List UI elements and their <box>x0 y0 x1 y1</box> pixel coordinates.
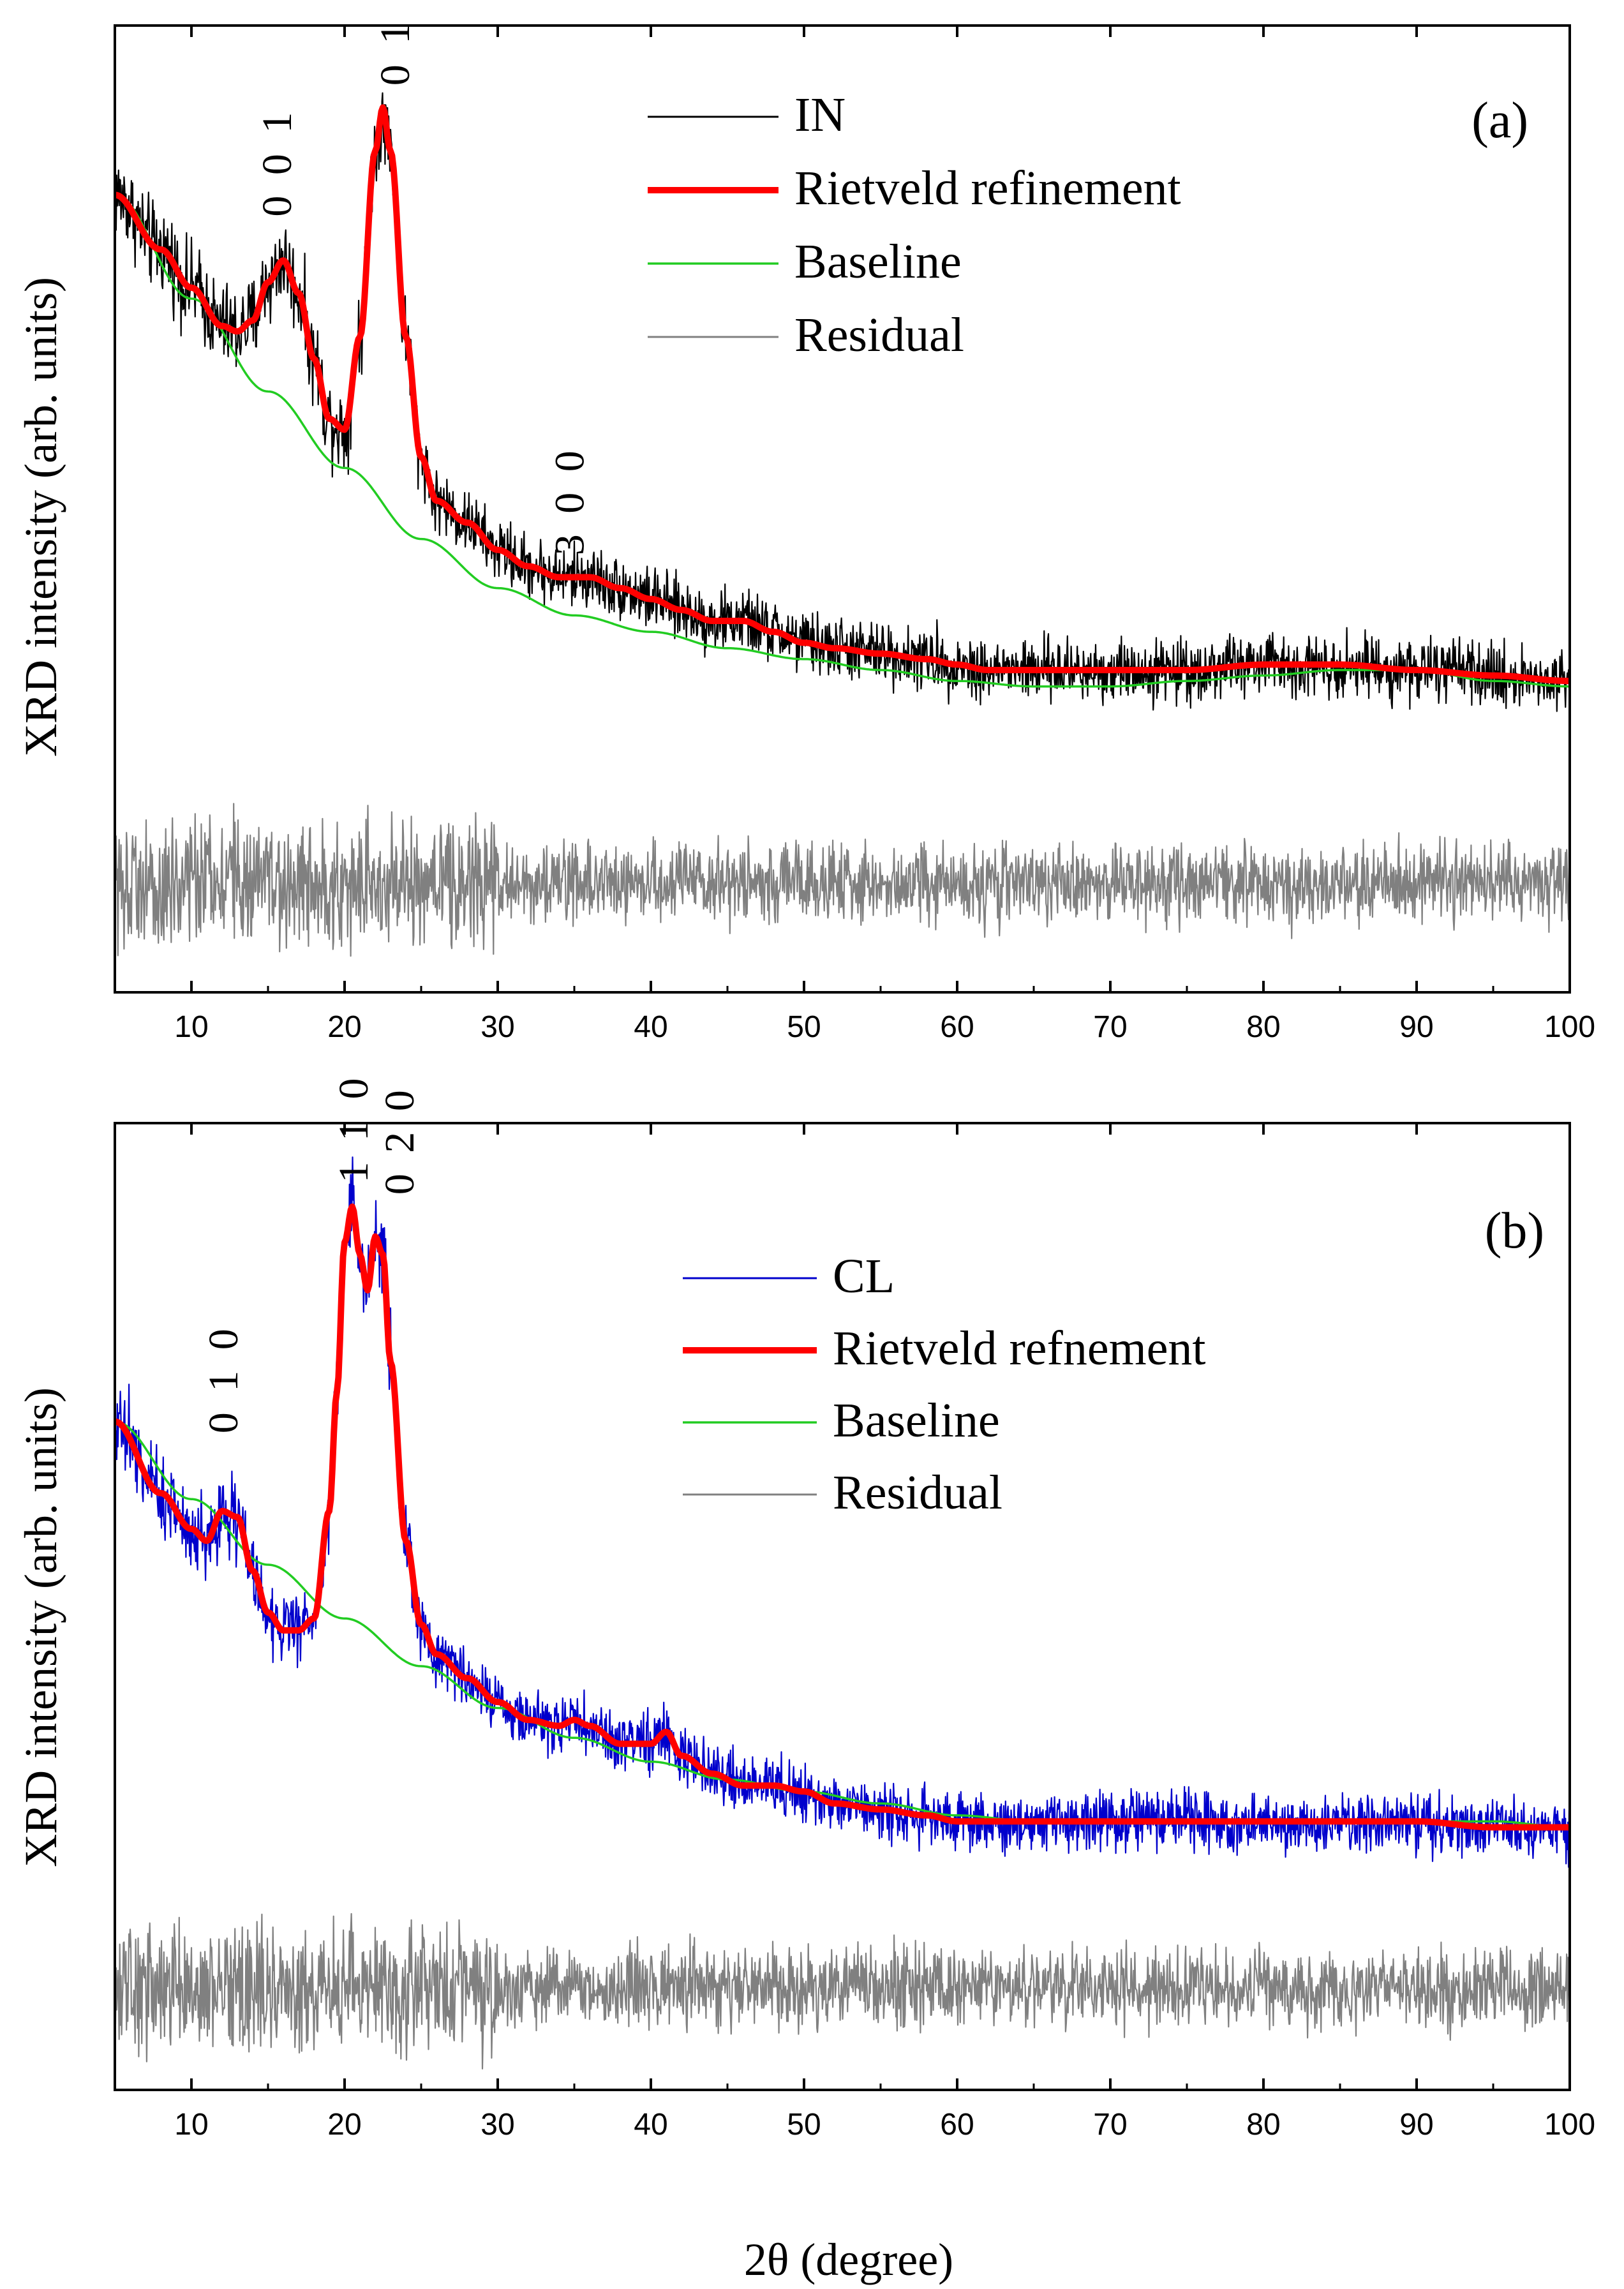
plot-frame <box>114 1122 1571 2091</box>
x-tick-label: 60 <box>940 1010 974 1044</box>
series-line-residual <box>115 1912 1570 2069</box>
x-tick-label: 90 <box>1399 2108 1433 2142</box>
x-tick-label: 30 <box>480 2108 514 2142</box>
x-tick-label: 10 <box>174 2108 208 2142</box>
x-tick-label: 20 <box>327 2108 361 2142</box>
legend: CL Rietveld refnement Baseline Residual <box>683 1249 1206 1519</box>
series-line-rietveld-refinement <box>115 104 1570 685</box>
panel-label: (b) <box>1485 1203 1544 1259</box>
x-tick-label: 10 <box>174 1010 208 1044</box>
legend: IN Rietveld refinement Baseline Residual <box>648 88 1181 362</box>
x-tick-label: 50 <box>787 2108 821 2142</box>
legend-label: Residual <box>833 1466 1002 1519</box>
x-tick-label: 60 <box>940 2108 974 2142</box>
x-tick-label: 80 <box>1246 1010 1280 1044</box>
peak-label: 0 2 0 <box>376 1085 423 1195</box>
x-tick-label: 30 <box>480 1010 514 1044</box>
peak-label: 0 1 0 <box>200 1323 247 1433</box>
x-tick-label: 50 <box>787 1010 821 1044</box>
y-axis-title: XRD intensity (arb. units) <box>15 277 66 757</box>
series-line-rietveld-refnement <box>115 1203 1570 1831</box>
x-tick-label: 70 <box>1093 2108 1127 2142</box>
plot-frame <box>114 24 1571 994</box>
panel-b: XRD intensity (arb. units) (b) 2θ (degre… <box>15 1073 1595 2286</box>
peak-label: 1 1 0 <box>331 1073 377 1183</box>
peak-label: 0 0 1 <box>254 107 301 217</box>
legend-label: Baseline <box>794 235 962 288</box>
series-line-residual <box>115 803 1570 957</box>
y-axis-title: XRD intensity (arb. units) <box>15 1387 66 1867</box>
peak-label: 3 0 0 <box>546 445 593 555</box>
legend-label: Baseline <box>833 1394 1000 1447</box>
x-tick-label: 70 <box>1093 1010 1127 1044</box>
legend-label: Rietveld refinement <box>794 161 1181 215</box>
legend-label: Rietveld refnement <box>833 1322 1206 1375</box>
plot-area <box>115 1156 1570 2069</box>
panel-label: (a) <box>1471 93 1528 149</box>
x-tick-label: 100 <box>1544 1010 1595 1044</box>
x-tick-label: 40 <box>634 1010 667 1044</box>
panel-a: XRD intensity (arb. units) (a) 10 20 30 40 5… <box>15 0 1595 1044</box>
x-tick-label: 20 <box>327 1010 361 1044</box>
x-tick-label: 40 <box>634 2108 667 2142</box>
peak-label: 0 1 1 <box>372 0 419 86</box>
series-line-baseline <box>115 193 1570 688</box>
x-tick-label: 80 <box>1246 2108 1280 2142</box>
x-tick-label: 100 <box>1544 2108 1595 2142</box>
legend-label: Residual <box>794 308 964 362</box>
legend-label: IN <box>794 88 846 142</box>
x-axis-title: 2θ (degree) <box>744 2234 953 2285</box>
plot-area <box>115 92 1570 957</box>
x-tick-label: 90 <box>1399 1010 1433 1044</box>
legend-label: CL <box>833 1249 895 1303</box>
